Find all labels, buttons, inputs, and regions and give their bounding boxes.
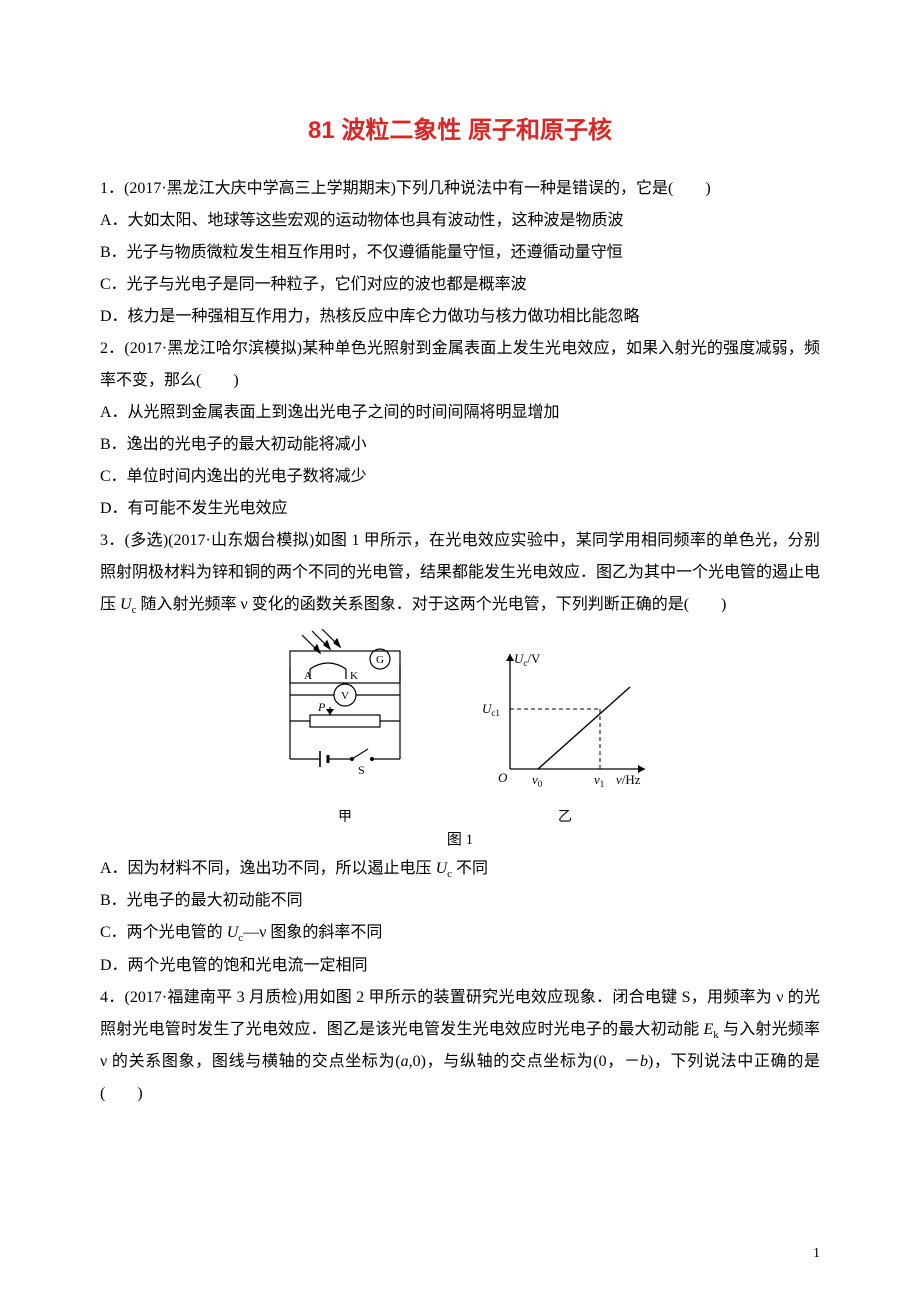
- figure-1-graph: Uc/V Uc1 O ν0 ν1: [470, 639, 660, 826]
- q4-stem-3: ,0)，与纵轴的交点坐标为(0，－: [409, 1053, 640, 1070]
- label-A: A: [304, 670, 312, 682]
- figure-1-circuit: A K G V: [260, 629, 430, 826]
- q4-Ek: E: [704, 1021, 714, 1038]
- q1-A: A．大如太阳、地球等这些宏观的运动物体也具有波动性，这种波是物质波: [100, 205, 820, 237]
- q3-Uc: U: [120, 596, 132, 613]
- label-K: K: [350, 670, 358, 682]
- svg-text:ν0: ν0: [532, 772, 543, 789]
- q3-stem: 3．(多选)(2017·山东烟台模拟)如图 1 甲所示，在光电效应实验中，某同学…: [100, 525, 820, 621]
- fig1-right-label: 乙: [470, 806, 660, 826]
- figure-1-caption: 图 1: [100, 828, 820, 849]
- q4-a: a: [401, 1053, 409, 1070]
- page-number: 1: [813, 1246, 820, 1262]
- q3-A-post: 不同: [452, 860, 488, 877]
- q4-stem: 4．(2017·福建南平 3 月质检)用如图 2 甲所示的装置研究光电效应现象．…: [100, 982, 820, 1110]
- q2-D: D．有可能不发生光电效应: [100, 493, 820, 525]
- nu0-sub: 0: [538, 779, 543, 789]
- y-label-unit: /V: [527, 651, 541, 666]
- q1-stem: 1．(2017·黑龙江大庆中学高三上学期期末)下列几种说法中有一种是错误的，它是…: [100, 173, 820, 205]
- svg-text:ν/Hz: ν/Hz: [616, 772, 641, 787]
- label-V: V: [341, 690, 349, 702]
- q3-A: A．因为材料不同，逸出功不同，所以遏止电压 Uc 不同: [100, 853, 820, 885]
- q3-C-post: —ν 图象的斜率不同: [243, 924, 382, 941]
- q2-C: C．单位时间内逸出的光电子数将减少: [100, 461, 820, 493]
- svg-text:Uc1: Uc1: [482, 701, 500, 718]
- Uc1-sub: c1: [491, 708, 500, 718]
- svg-text:ν1: ν1: [594, 772, 604, 789]
- q3-B: B．光电子的最大初动能不同: [100, 885, 820, 917]
- q3-stem-2: 随入射光频率 ν 变化的函数关系图象．对于这两个光电管，下列判断正确的是( ): [136, 596, 726, 613]
- label-P: P: [317, 700, 326, 714]
- nu1-sub: 1: [600, 779, 605, 789]
- svg-text:Uc/V: Uc/V: [514, 651, 541, 668]
- q2-B: B．逸出的光电子的最大初动能将减小: [100, 429, 820, 461]
- q3-C-Uc: U: [227, 924, 239, 941]
- q2-stem: 2．(2017·黑龙江哈尔滨模拟)某种单色光照射到金属表面上发生光电效应，如果入…: [100, 333, 820, 397]
- q3-A-Uc: U: [436, 860, 448, 877]
- q1-B: B．光子与物质微粒发生相互作用时，不仅遵循能量守恒，还遵循动量守恒: [100, 237, 820, 269]
- q1-D: D．核力是一种强相互作用力，热核反应中库仑力做功与核力做功相比能忽略: [100, 301, 820, 333]
- q1-C: C．光子与光电子是同一种粒子，它们对应的波也都是概率波: [100, 269, 820, 301]
- label-O: O: [498, 770, 508, 785]
- q3-D: D．两个光电管的饱和光电流一定相同: [100, 950, 820, 982]
- q3-C-pre: C．两个光电管的: [100, 924, 227, 941]
- label-S: S: [358, 763, 365, 777]
- q3-A-pre: A．因为材料不同，逸出功不同，所以遏止电压: [100, 860, 436, 877]
- q2-A: A．从光照到金属表面上到逸出光电子之间的时间间隔将明显增加: [100, 397, 820, 429]
- label-G: G: [376, 654, 384, 666]
- fig1-left-label: 甲: [260, 806, 430, 826]
- figure-1: A K G V: [100, 629, 820, 849]
- page-title: 81 波粒二象性 原子和原子核: [100, 110, 820, 145]
- q3-C: C．两个光电管的 Uc—ν 图象的斜率不同: [100, 917, 820, 949]
- q4-b: b: [640, 1053, 648, 1070]
